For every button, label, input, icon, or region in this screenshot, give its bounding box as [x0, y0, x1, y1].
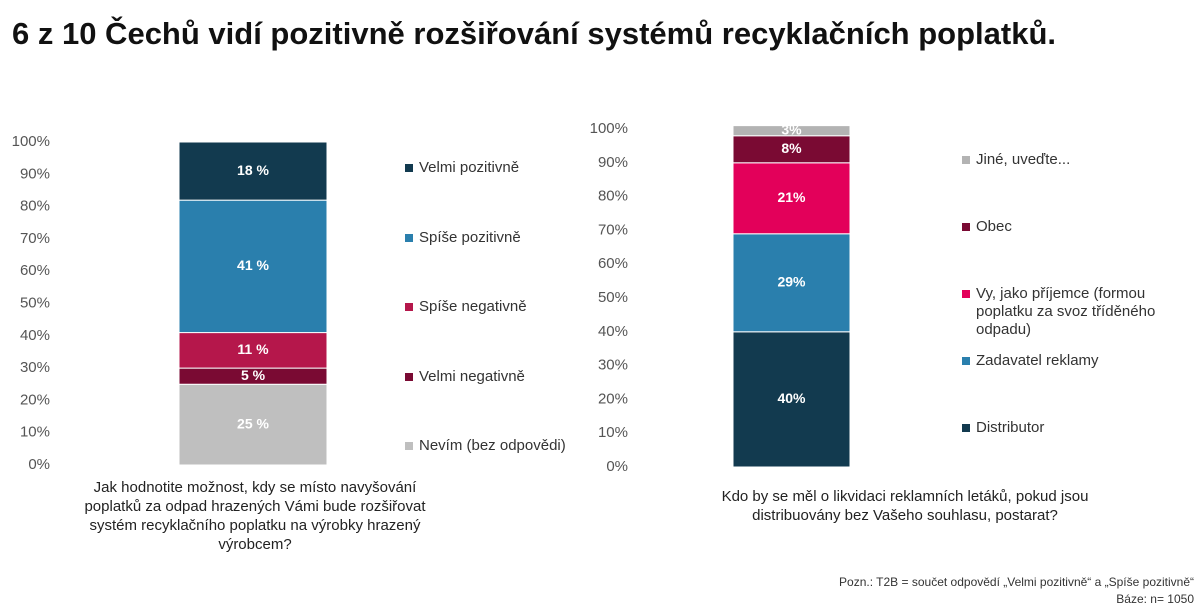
- bar-segment: [732, 233, 851, 333]
- bar-segment: [178, 332, 328, 369]
- page-title: 6 z 10 Čechů vidí pozitivně rozšiřování …: [12, 16, 1057, 51]
- y-tick-label: 80%: [598, 188, 628, 205]
- legend-swatch: [962, 223, 970, 231]
- y-tick-label: 10%: [20, 424, 50, 441]
- legend-label: Jiné, uveďte...: [976, 151, 1071, 168]
- legend-label: Distributor: [976, 419, 1045, 436]
- legend-item: Jiné, uveďte...: [962, 151, 1162, 169]
- legend-label: Obec: [976, 218, 1012, 235]
- legend-item: Spíše pozitivně: [405, 229, 605, 247]
- legend-item: Obec: [962, 218, 1162, 236]
- y-tick-label: 20%: [20, 391, 50, 408]
- legend-item: Distributor: [962, 419, 1162, 437]
- y-tick-label: 0%: [28, 456, 50, 473]
- legend-item: Velmi negativně: [405, 368, 605, 386]
- y-tick-label: 60%: [598, 255, 628, 272]
- legend-item: Nevím (bez odpovědi): [405, 437, 605, 455]
- bar-segment: [732, 162, 851, 235]
- bar-segment: [178, 141, 328, 201]
- y-tick-label: 50%: [598, 289, 628, 306]
- legend-swatch: [405, 442, 413, 450]
- y-tick-label: 10%: [598, 424, 628, 441]
- y-tick-label: 20%: [598, 390, 628, 407]
- legend-label: Velmi pozitivně: [419, 159, 520, 176]
- bar-segment: [732, 135, 851, 164]
- legend-label: Vy, jako příjemce (formou poplatku za sv…: [976, 285, 1156, 338]
- legend-swatch: [405, 233, 413, 242]
- bar-segment: [732, 125, 851, 137]
- value-label: 5 %: [241, 367, 266, 383]
- legend-swatch: [405, 164, 413, 172]
- y-tick-label: 70%: [20, 230, 50, 247]
- legend-swatch: [962, 424, 970, 432]
- value-label: 18 %: [237, 162, 269, 178]
- value-label: 21%: [777, 189, 806, 205]
- legend-swatch: [962, 290, 970, 298]
- category-label: Kdo by se měl o likvidaci reklamních let…: [721, 488, 1089, 524]
- base-note: Báze: n= 1050: [1116, 592, 1194, 606]
- y-tick-label: 90%: [598, 154, 628, 171]
- legend-item: Spíše negativně: [405, 298, 605, 316]
- legend-label: Nevím (bez odpovědi): [419, 437, 566, 454]
- legend-label: Velmi negativně: [419, 367, 525, 385]
- legend-item: Velmi pozitivně: [405, 159, 605, 177]
- legend-item: Zadavatel reklamy: [962, 352, 1162, 370]
- y-tick-label: 100%: [12, 133, 50, 150]
- value-label: 41 %: [237, 257, 269, 273]
- legend-swatch: [405, 303, 413, 311]
- value-label: 40%: [777, 390, 806, 406]
- legend-label: Spíše pozitivně: [419, 228, 521, 246]
- y-tick-label: 30%: [20, 359, 50, 376]
- y-tick-label: 0%: [606, 458, 628, 475]
- value-label: 3%: [781, 121, 802, 137]
- bar-segment: [178, 383, 328, 466]
- legend-swatch: [962, 156, 970, 164]
- legend-label: Spíše negativně: [419, 298, 527, 315]
- y-tick-label: 50%: [20, 294, 50, 311]
- legend-swatch: [962, 357, 970, 365]
- y-tick-label: 90%: [20, 165, 50, 182]
- value-label: 29%: [777, 273, 806, 289]
- y-tick-label: 60%: [20, 262, 50, 279]
- legend-swatch: [405, 372, 413, 381]
- y-tick-label: 30%: [598, 357, 628, 374]
- value-label: 25 %: [237, 415, 269, 431]
- value-label: 8%: [781, 140, 802, 156]
- legend-item: Vy, jako příjemce (formou poplatku za sv…: [962, 285, 1162, 339]
- note: Pozn.: T2B = součet odpovědí „Velmi pozi…: [839, 575, 1194, 589]
- value-label: 11 %: [237, 341, 269, 357]
- bar-segment: [732, 331, 851, 468]
- y-tick-label: 40%: [20, 327, 50, 344]
- category-label: Jak hodnotite možnost, kdy se místo navy…: [84, 479, 426, 553]
- y-tick-label: 40%: [598, 323, 628, 340]
- y-tick-label: 80%: [20, 198, 50, 215]
- y-tick-label: 70%: [598, 221, 628, 238]
- y-tick-label: 100%: [590, 120, 628, 137]
- legend-label: Zadavatel reklamy: [976, 352, 1099, 369]
